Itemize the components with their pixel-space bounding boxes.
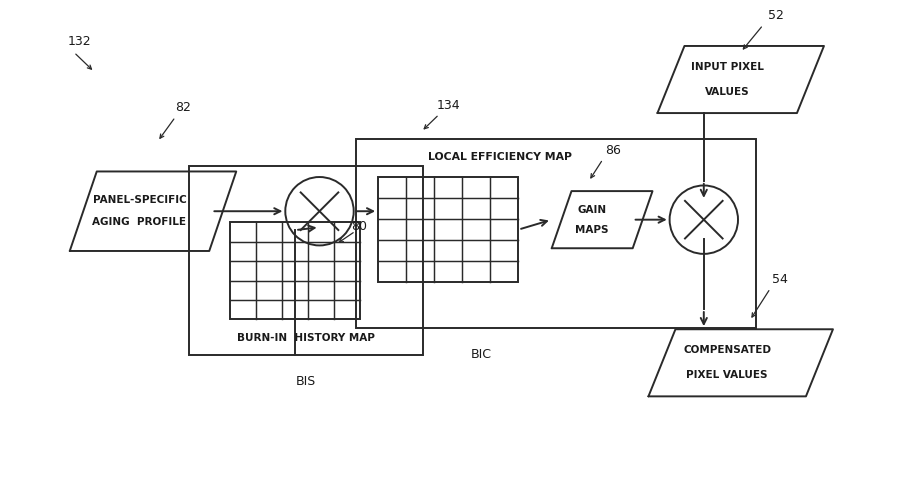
Text: 132: 132 [68,35,91,48]
Bar [378,177,518,282]
Bar [189,166,423,355]
Text: 86: 86 [605,144,621,157]
Text: PIXEL VALUES: PIXEL VALUES [687,370,768,380]
Text: INPUT PIXEL: INPUT PIXEL [691,62,763,72]
Text: 52: 52 [768,9,784,22]
Text: 80: 80 [351,220,367,233]
Text: AGING  PROFILE: AGING PROFILE [93,217,186,227]
Text: 134: 134 [436,99,460,112]
Bar [230,223,360,319]
Text: VALUES: VALUES [705,87,750,97]
Text: COMPENSATED: COMPENSATED [683,345,771,355]
Text: BIS: BIS [296,375,316,388]
Text: PANEL-SPECIFIC: PANEL-SPECIFIC [93,195,186,205]
Text: MAPS: MAPS [575,225,609,235]
Text: LOCAL EFFICIENCY MAP: LOCAL EFFICIENCY MAP [428,152,572,162]
Text: 54: 54 [772,273,788,286]
Text: 82: 82 [176,101,192,114]
Text: BURN-IN  HISTORY MAP: BURN-IN HISTORY MAP [237,333,375,343]
Bar [356,139,756,328]
Text: GAIN: GAIN [578,205,607,215]
Text: BIC: BIC [471,348,492,361]
